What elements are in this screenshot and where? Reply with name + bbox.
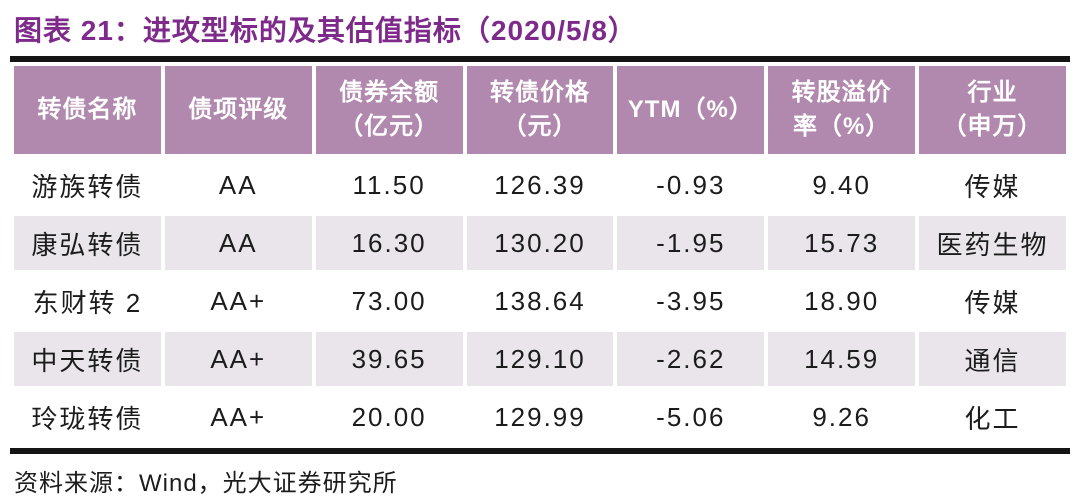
cell-conversion-premium: 18.90 bbox=[768, 274, 916, 328]
cell-ytm: -3.95 bbox=[617, 274, 765, 328]
cell-conversion-premium: 15.73 bbox=[768, 216, 916, 270]
cell-conversion-premium: 9.40 bbox=[768, 158, 916, 212]
column-header-bond-balance: 债券余额 （亿元） bbox=[315, 66, 463, 154]
cell-ytm: -0.93 bbox=[617, 158, 765, 212]
cell-bond-name: 康弘转债 bbox=[14, 216, 161, 270]
cell-ytm: -1.95 bbox=[617, 216, 765, 270]
cell-bond-name: 游族转债 bbox=[14, 158, 161, 212]
cell-ytm: -2.62 bbox=[617, 332, 765, 386]
cell-industry: 化工 bbox=[919, 390, 1066, 444]
cell-bond-balance: 20.00 bbox=[315, 390, 463, 444]
cell-ytm: -5.06 bbox=[617, 390, 765, 444]
cell-bond-price: 130.20 bbox=[466, 216, 614, 270]
cell-bond-price: 138.64 bbox=[466, 274, 614, 328]
valuation-table-container: 转债名称 债项评级 债券余额 （亿元） 转债价格 （元） YTM（%） 转股溢价… bbox=[10, 56, 1070, 454]
cell-bond-price: 129.10 bbox=[466, 332, 614, 386]
cell-industry: 医药生物 bbox=[919, 216, 1066, 270]
table-row: 东财转 2 AA+ 73.00 138.64 -3.95 18.90 传媒 bbox=[14, 274, 1066, 328]
column-header-bond-price: 转债价格 （元） bbox=[466, 66, 614, 154]
table-header: 转债名称 债项评级 债券余额 （亿元） 转债价格 （元） YTM（%） 转股溢价… bbox=[14, 66, 1066, 154]
table-row: 游族转债 AA 11.50 126.39 -0.93 9.40 传媒 bbox=[14, 158, 1066, 212]
cell-bond-rating: AA+ bbox=[164, 274, 312, 328]
cell-industry: 传媒 bbox=[919, 158, 1066, 212]
cell-bond-balance: 16.30 bbox=[315, 216, 463, 270]
cell-industry: 通信 bbox=[919, 332, 1066, 386]
figure-title: 图表 21：进攻型标的及其估值指标（2020/5/8） bbox=[14, 15, 637, 46]
cell-bond-name: 东财转 2 bbox=[14, 274, 161, 328]
table-row: 中天转债 AA+ 39.65 129.10 -2.62 14.59 通信 bbox=[14, 332, 1066, 386]
cell-industry: 传媒 bbox=[919, 274, 1066, 328]
cell-conversion-premium: 14.59 bbox=[768, 332, 916, 386]
cell-bond-price: 126.39 bbox=[466, 158, 614, 212]
cell-bond-name: 中天转债 bbox=[14, 332, 161, 386]
cell-conversion-premium: 9.26 bbox=[768, 390, 916, 444]
header-row: 转债名称 债项评级 债券余额 （亿元） 转债价格 （元） YTM（%） 转股溢价… bbox=[14, 66, 1066, 154]
valuation-table: 转债名称 债项评级 债券余额 （亿元） 转债价格 （元） YTM（%） 转股溢价… bbox=[10, 62, 1070, 448]
table-row: 康弘转债 AA 16.30 130.20 -1.95 15.73 医药生物 bbox=[14, 216, 1066, 270]
source-note: 资料来源：Wind，光大证券研究所 bbox=[14, 470, 398, 497]
cell-bond-rating: AA+ bbox=[164, 390, 312, 444]
cell-bond-balance: 73.00 bbox=[315, 274, 463, 328]
column-header-bond-name: 转债名称 bbox=[14, 66, 161, 154]
cell-bond-rating: AA bbox=[164, 216, 312, 270]
column-header-ytm: YTM（%） bbox=[617, 66, 765, 154]
column-header-conversion-premium: 转股溢价 率（%） bbox=[768, 66, 916, 154]
cell-bond-rating: AA+ bbox=[164, 332, 312, 386]
table-body: 游族转债 AA 11.50 126.39 -0.93 9.40 传媒 康弘转债 … bbox=[14, 158, 1066, 444]
cell-bond-rating: AA bbox=[164, 158, 312, 212]
cell-bond-name: 玲珑转债 bbox=[14, 390, 161, 444]
column-header-bond-rating: 债项评级 bbox=[164, 66, 312, 154]
table-row: 玲珑转债 AA+ 20.00 129.99 -5.06 9.26 化工 bbox=[14, 390, 1066, 444]
cell-bond-price: 129.99 bbox=[466, 390, 614, 444]
cell-bond-balance: 11.50 bbox=[315, 158, 463, 212]
column-header-industry: 行业 （申万） bbox=[919, 66, 1066, 154]
cell-bond-balance: 39.65 bbox=[315, 332, 463, 386]
